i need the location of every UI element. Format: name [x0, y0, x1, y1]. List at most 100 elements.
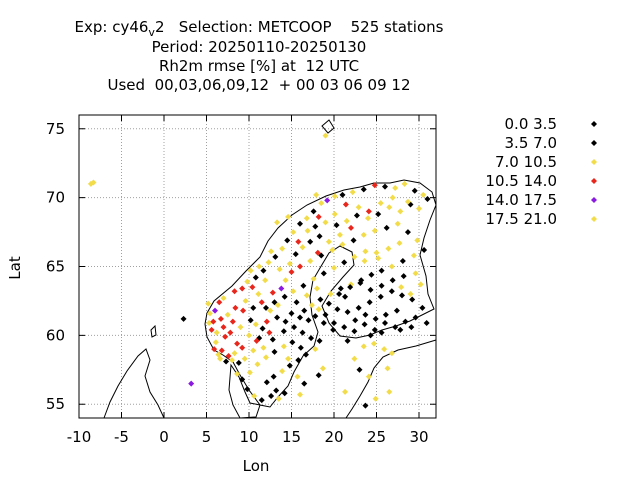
data-point	[234, 340, 241, 347]
data-point	[234, 370, 241, 377]
data-point	[272, 253, 279, 260]
data-point	[224, 311, 231, 318]
data-point	[355, 204, 362, 211]
data-point	[334, 306, 341, 313]
data-point	[389, 277, 396, 284]
y-axis-label: Lat	[6, 256, 24, 280]
data-point	[402, 318, 409, 325]
data-point	[336, 291, 343, 298]
data-point	[382, 183, 388, 190]
legend-label: 0.0 3.5	[505, 115, 557, 133]
chart-title-line-1: Exp: cy46v2 Selection: METCOOP 525 stati…	[0, 17, 518, 43]
tick-label-x: 15	[282, 428, 301, 446]
tick-label-x: 10	[239, 428, 258, 446]
data-point	[312, 346, 319, 353]
data-point	[231, 288, 238, 295]
data-point	[299, 329, 306, 336]
data-point	[225, 353, 232, 360]
data-point	[339, 241, 346, 248]
data-point	[397, 208, 404, 215]
data-point	[382, 319, 388, 326]
data-point	[412, 314, 419, 321]
data-point	[322, 219, 329, 226]
x-axis-label: Lon	[243, 457, 270, 475]
data-point	[315, 372, 322, 379]
data-point	[353, 212, 360, 219]
data-point	[330, 326, 337, 333]
data-point	[384, 365, 391, 372]
data-point	[342, 201, 349, 208]
data-point	[205, 300, 212, 307]
legend-label: 7.0 10.5	[495, 153, 557, 171]
data-point	[247, 267, 254, 274]
data-point	[269, 336, 276, 343]
data-points	[87, 132, 431, 409]
data-point	[295, 238, 302, 245]
data-point	[371, 182, 378, 189]
data-point	[231, 350, 238, 357]
data-point	[382, 311, 389, 318]
tick-label-y: 70	[46, 189, 65, 207]
tick-label-x: 5	[202, 428, 212, 446]
data-point	[416, 205, 422, 212]
data-point	[407, 291, 414, 298]
legend-marker	[591, 216, 597, 222]
data-point	[268, 248, 275, 255]
data-point	[274, 314, 281, 321]
data-point	[349, 189, 356, 196]
data-point	[401, 180, 408, 187]
data-point	[377, 293, 384, 300]
data-point	[279, 245, 286, 252]
data-point	[410, 252, 417, 259]
data-point	[386, 204, 393, 211]
data-point	[316, 233, 323, 240]
data-point	[273, 387, 280, 394]
data-point	[389, 194, 396, 201]
data-point	[373, 249, 380, 256]
legend-marker	[591, 140, 597, 146]
data-point	[279, 368, 286, 375]
data-point	[293, 299, 300, 306]
data-point	[325, 300, 332, 307]
data-point	[366, 299, 373, 306]
data-point	[281, 293, 288, 300]
legend-marker	[591, 178, 597, 184]
data-point	[211, 346, 218, 353]
data-point	[411, 187, 418, 194]
data-point	[303, 292, 310, 299]
title-prefix: Exp: cy46	[74, 18, 149, 36]
data-point	[268, 392, 275, 399]
data-point	[318, 252, 325, 259]
data-point	[351, 355, 358, 362]
data-point	[260, 267, 267, 274]
grid-lines	[79, 115, 436, 418]
chart-title-line-3: Rh2m rmse [%] at 12 UTC	[158, 57, 360, 75]
legend-marker	[591, 121, 597, 127]
data-point	[241, 355, 248, 362]
data-point	[320, 319, 327, 326]
data-point	[263, 318, 270, 325]
data-point	[278, 285, 285, 292]
coastline-outline	[103, 119, 437, 419]
data-point	[341, 324, 348, 331]
data-point	[303, 215, 310, 222]
data-point	[227, 329, 234, 336]
data-point	[360, 186, 367, 193]
data-point	[263, 304, 269, 311]
legend-label: 3.5 7.0	[505, 134, 557, 152]
data-point	[301, 307, 308, 314]
data-point	[351, 253, 358, 260]
data-point	[347, 284, 354, 291]
data-point	[316, 337, 323, 344]
legend-marker	[591, 159, 597, 165]
data-point	[314, 285, 320, 292]
legend-label: 14.0 17.5	[485, 191, 557, 209]
data-point	[317, 296, 324, 303]
data-point	[362, 311, 369, 318]
data-point	[331, 319, 337, 326]
data-point	[269, 289, 276, 296]
data-point	[312, 223, 319, 230]
data-point	[372, 315, 379, 322]
data-point	[423, 319, 430, 326]
